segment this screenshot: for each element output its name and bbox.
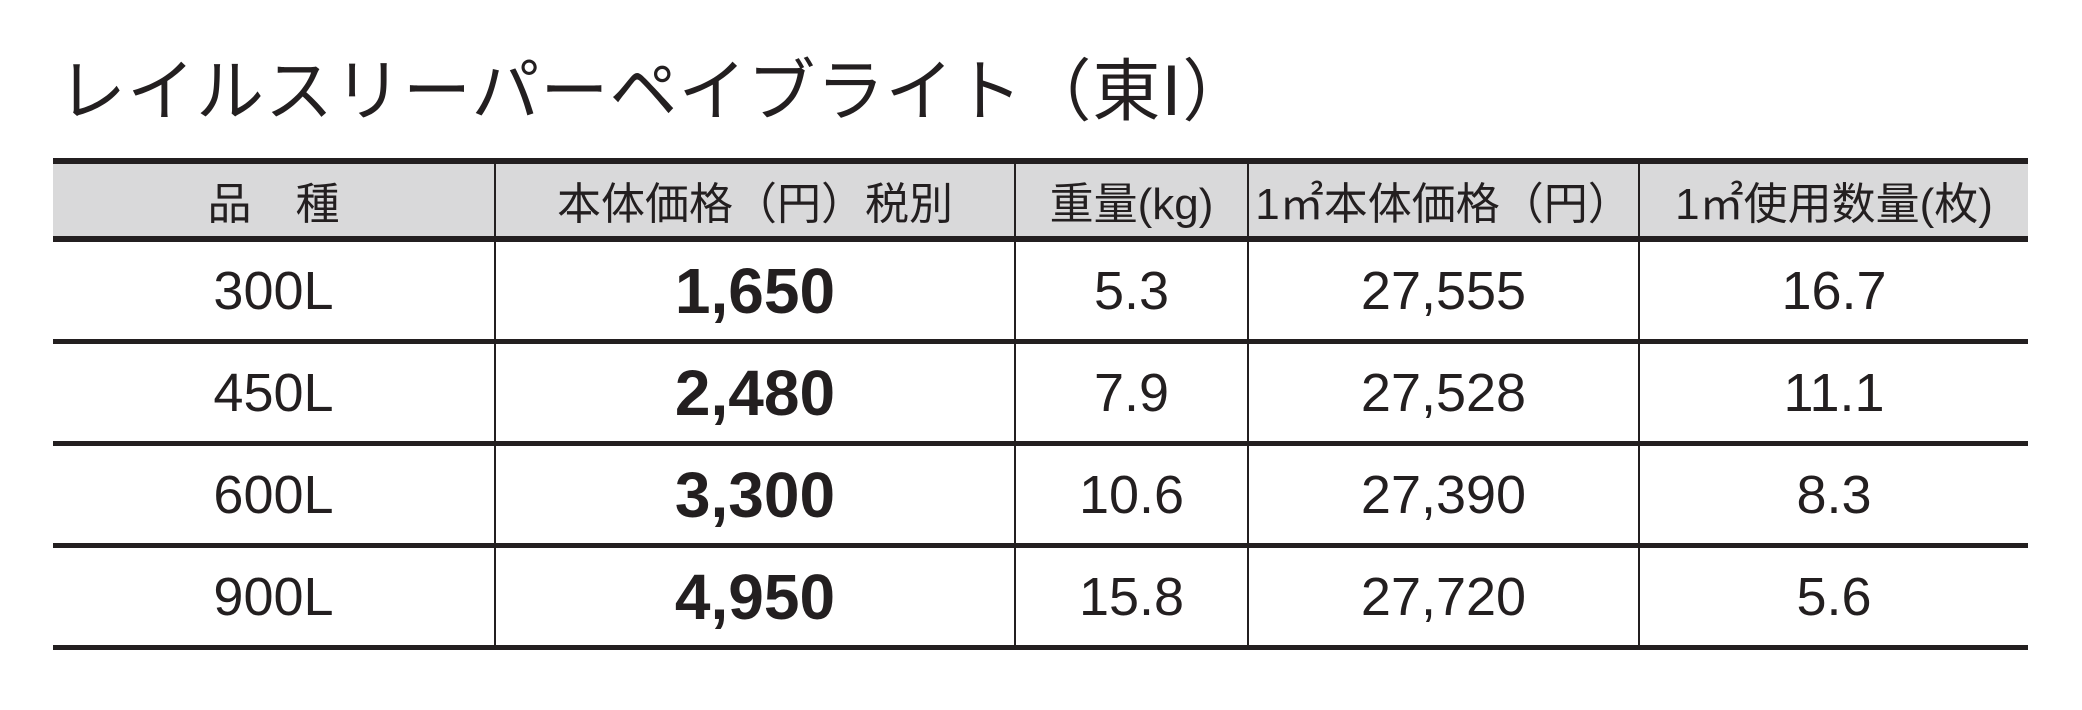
price-table: 品 種 本体価格（円）税別 重量(kg) 1㎡本体価格（円） 1㎡使用数量(枚)… xyxy=(53,158,2028,650)
cell-price: 4,950 xyxy=(494,545,1015,650)
page-title: レイルスリーパーペイブライト（東Ⅰ） xyxy=(58,54,1252,130)
cell-weight: 10.6 xyxy=(1014,443,1248,548)
cell-price-per-m2: 27,528 xyxy=(1247,341,1639,446)
header-price: 本体価格（円）税別 xyxy=(494,158,1015,242)
cell-weight: 5.3 xyxy=(1014,239,1248,344)
table-header-row: 品 種 本体価格（円）税別 重量(kg) 1㎡本体価格（円） 1㎡使用数量(枚) xyxy=(53,158,2028,242)
cell-qty-per-m2: 16.7 xyxy=(1638,239,2028,344)
cell-product: 900L xyxy=(53,545,495,650)
cell-weight: 7.9 xyxy=(1014,341,1248,446)
table-row: 450L 2,480 7.9 27,528 11.1 xyxy=(53,341,2028,446)
cell-product: 300L xyxy=(53,239,495,344)
cell-qty-per-m2: 8.3 xyxy=(1638,443,2028,548)
cell-price: 1,650 xyxy=(494,239,1015,344)
cell-weight: 15.8 xyxy=(1014,545,1248,650)
cell-price: 3,300 xyxy=(494,443,1015,548)
table-row: 300L 1,650 5.3 27,555 16.7 xyxy=(53,239,2028,344)
cell-price: 2,480 xyxy=(494,341,1015,446)
header-price-per-m2: 1㎡本体価格（円） xyxy=(1247,158,1639,242)
cell-product: 450L xyxy=(53,341,495,446)
header-weight: 重量(kg) xyxy=(1014,158,1248,242)
cell-product: 600L xyxy=(53,443,495,548)
cell-qty-per-m2: 11.1 xyxy=(1638,341,2028,446)
header-qty-per-m2: 1㎡使用数量(枚) xyxy=(1638,158,2028,242)
table-row: 900L 4,950 15.8 27,720 5.6 xyxy=(53,545,2028,650)
table-row: 600L 3,300 10.6 27,390 8.3 xyxy=(53,443,2028,548)
cell-price-per-m2: 27,390 xyxy=(1247,443,1639,548)
cell-price-per-m2: 27,555 xyxy=(1247,239,1639,344)
cell-price-per-m2: 27,720 xyxy=(1247,545,1639,650)
header-product: 品 種 xyxy=(53,158,495,242)
cell-qty-per-m2: 5.6 xyxy=(1638,545,2028,650)
